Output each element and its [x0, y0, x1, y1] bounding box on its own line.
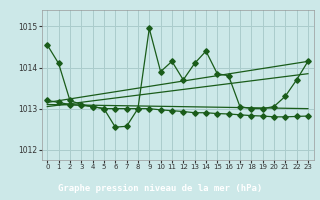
- Text: Graphe pression niveau de la mer (hPa): Graphe pression niveau de la mer (hPa): [58, 184, 262, 193]
